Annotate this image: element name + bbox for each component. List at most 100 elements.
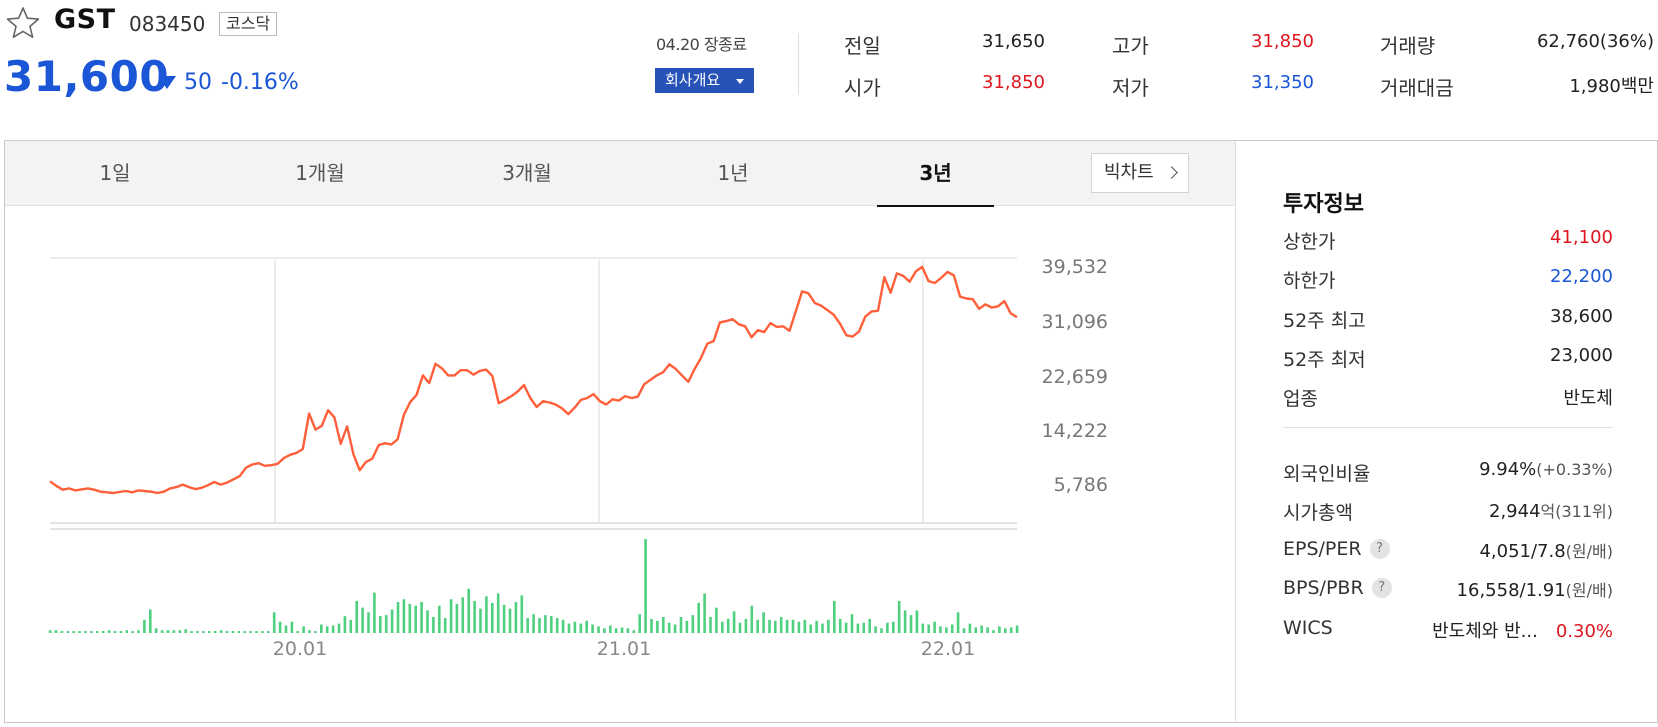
volume-bar (868, 618, 871, 633)
volume-bar (667, 622, 671, 633)
stat-label-trade-value: 거래대금 (1380, 76, 1454, 100)
info-row-value: 반도체 (1563, 384, 1613, 410)
volume-bar (101, 631, 105, 633)
volume-bar (485, 596, 488, 633)
volume-bar (237, 631, 241, 633)
tab-3-month[interactable]: 3개월 (502, 161, 552, 185)
info-row: 52주 최고 38,600 (1283, 306, 1613, 336)
volume-bar (84, 631, 87, 633)
volume-bar (255, 631, 258, 633)
info-value-text: 23,000 (1550, 345, 1613, 366)
info-value-text: 41,100 (1550, 227, 1613, 248)
volume-bar (762, 612, 765, 633)
info-row: BPS/PBR? 16,558/1.91(원/배) (1283, 577, 1613, 607)
volume-bar (496, 593, 500, 633)
volume-bar (508, 608, 512, 633)
stock-name: GST (54, 4, 116, 35)
info-row-value: 22,200 (1550, 266, 1613, 287)
volume-bar (502, 604, 506, 633)
stat-label-high: 고가 (1112, 34, 1149, 58)
volume-bar (361, 607, 364, 633)
volume-bar (862, 622, 866, 633)
volume-bar (809, 624, 812, 633)
help-icon[interactable]: ? (1371, 578, 1392, 598)
volume-bar (438, 605, 441, 633)
volume-bar (143, 619, 146, 633)
y-tick-label: 14,222 (1042, 420, 1108, 442)
volume-bar (172, 630, 176, 633)
volume-bar (1004, 628, 1007, 633)
volume-bar (78, 631, 81, 633)
x-tick-label: 21.01 (597, 638, 651, 660)
investment-info: 투자정보 상한가 41,100 하한가 22,200 52주 최고 38,600 52주 최… (1237, 141, 1657, 722)
volume-bar (656, 620, 659, 633)
volume-bar (709, 617, 712, 633)
volume-bar (738, 622, 742, 633)
volume-bar (750, 605, 754, 633)
volume-bar (703, 593, 706, 633)
volume-bar (561, 619, 565, 633)
volume-bar (614, 628, 618, 633)
tab-3-year[interactable]: 3년 (877, 141, 994, 207)
volume-bar (880, 628, 883, 633)
volume-bar (402, 599, 406, 633)
info-label-text: 시가총액 (1283, 502, 1353, 524)
y-axis-labels: 39,532 31,096 22,659 14,222 5,786 (1042, 256, 1108, 496)
favorite-star-icon[interactable] (6, 6, 40, 40)
company-overview-label: 회사개요 (665, 71, 721, 89)
volume-bar (886, 622, 889, 633)
divider (1283, 427, 1613, 428)
tab-1-month[interactable]: 1개월 (295, 161, 345, 185)
info-row: 상한가 41,100 (1283, 227, 1613, 257)
volume-bar (874, 626, 877, 633)
info-label-text: EPS/PER (1283, 538, 1362, 560)
info-value-unit: (원/배) (1565, 581, 1613, 600)
volume-bar (591, 624, 594, 633)
volume-bar (384, 615, 388, 633)
volume-bar (950, 624, 954, 633)
stat-label-open: 시가 (844, 76, 881, 100)
volume-bar (296, 631, 299, 633)
volume-bar (856, 623, 860, 633)
big-chart-button[interactable]: 빅차트 (1091, 153, 1189, 193)
help-icon[interactable]: ? (1369, 539, 1390, 559)
info-value-text: 반도체와 반... (1432, 621, 1538, 642)
price-chart[interactable]: 39,532 31,096 22,659 14,222 5,786 20.01 21.01… (5, 207, 1236, 722)
volume-bar (992, 630, 995, 633)
tab-1-year[interactable]: 1년 (717, 161, 749, 185)
volume-bar (785, 619, 789, 633)
volume-bar (526, 618, 529, 633)
info-row: 업종 반도체 (1283, 384, 1613, 414)
volume-bar (555, 618, 559, 633)
volume-bar (154, 628, 158, 633)
info-label-text: 하한가 (1283, 270, 1336, 292)
info-row-value: 38,600 (1550, 306, 1613, 327)
x-tick-label: 22.01 (921, 638, 975, 660)
volume-bar (962, 628, 966, 633)
volume-bar (208, 631, 211, 633)
volume-bar (243, 631, 246, 633)
info-row-label: 시가총액 (1283, 498, 1353, 525)
volume-bar (137, 630, 140, 633)
y-tick-label: 5,786 (1054, 474, 1108, 496)
stat-value-prev-close: 31,650 (982, 31, 1045, 52)
volume-bar (968, 623, 972, 633)
caret-down-icon (736, 79, 744, 84)
company-overview-button[interactable]: 회사개요 (655, 68, 754, 93)
info-row: 하한가 22,200 (1283, 266, 1613, 296)
volume-bar (850, 614, 854, 633)
info-value-unit: (원/배) (1565, 542, 1613, 561)
volume-bar (721, 621, 724, 633)
period-tabs: 1일 1개월 3개월 1년 3년 빅차트 (5, 141, 1236, 207)
volume-bar (921, 623, 925, 633)
info-row-value: 16,558/1.91(원/배) (1457, 577, 1613, 601)
info-value-unit: (+0.33%) (1536, 460, 1613, 479)
volume-bar (196, 631, 199, 633)
tab-1-day[interactable]: 1일 (99, 161, 131, 185)
info-label-text: 업종 (1283, 388, 1318, 410)
volume-bar (791, 619, 795, 633)
volume-bar (178, 630, 182, 633)
wics-change-rate: 0.30% (1555, 621, 1613, 642)
info-row: 52주 최저 23,000 (1283, 345, 1613, 375)
info-row: 외국인비율 9.94%(+0.33%) (1283, 459, 1613, 489)
